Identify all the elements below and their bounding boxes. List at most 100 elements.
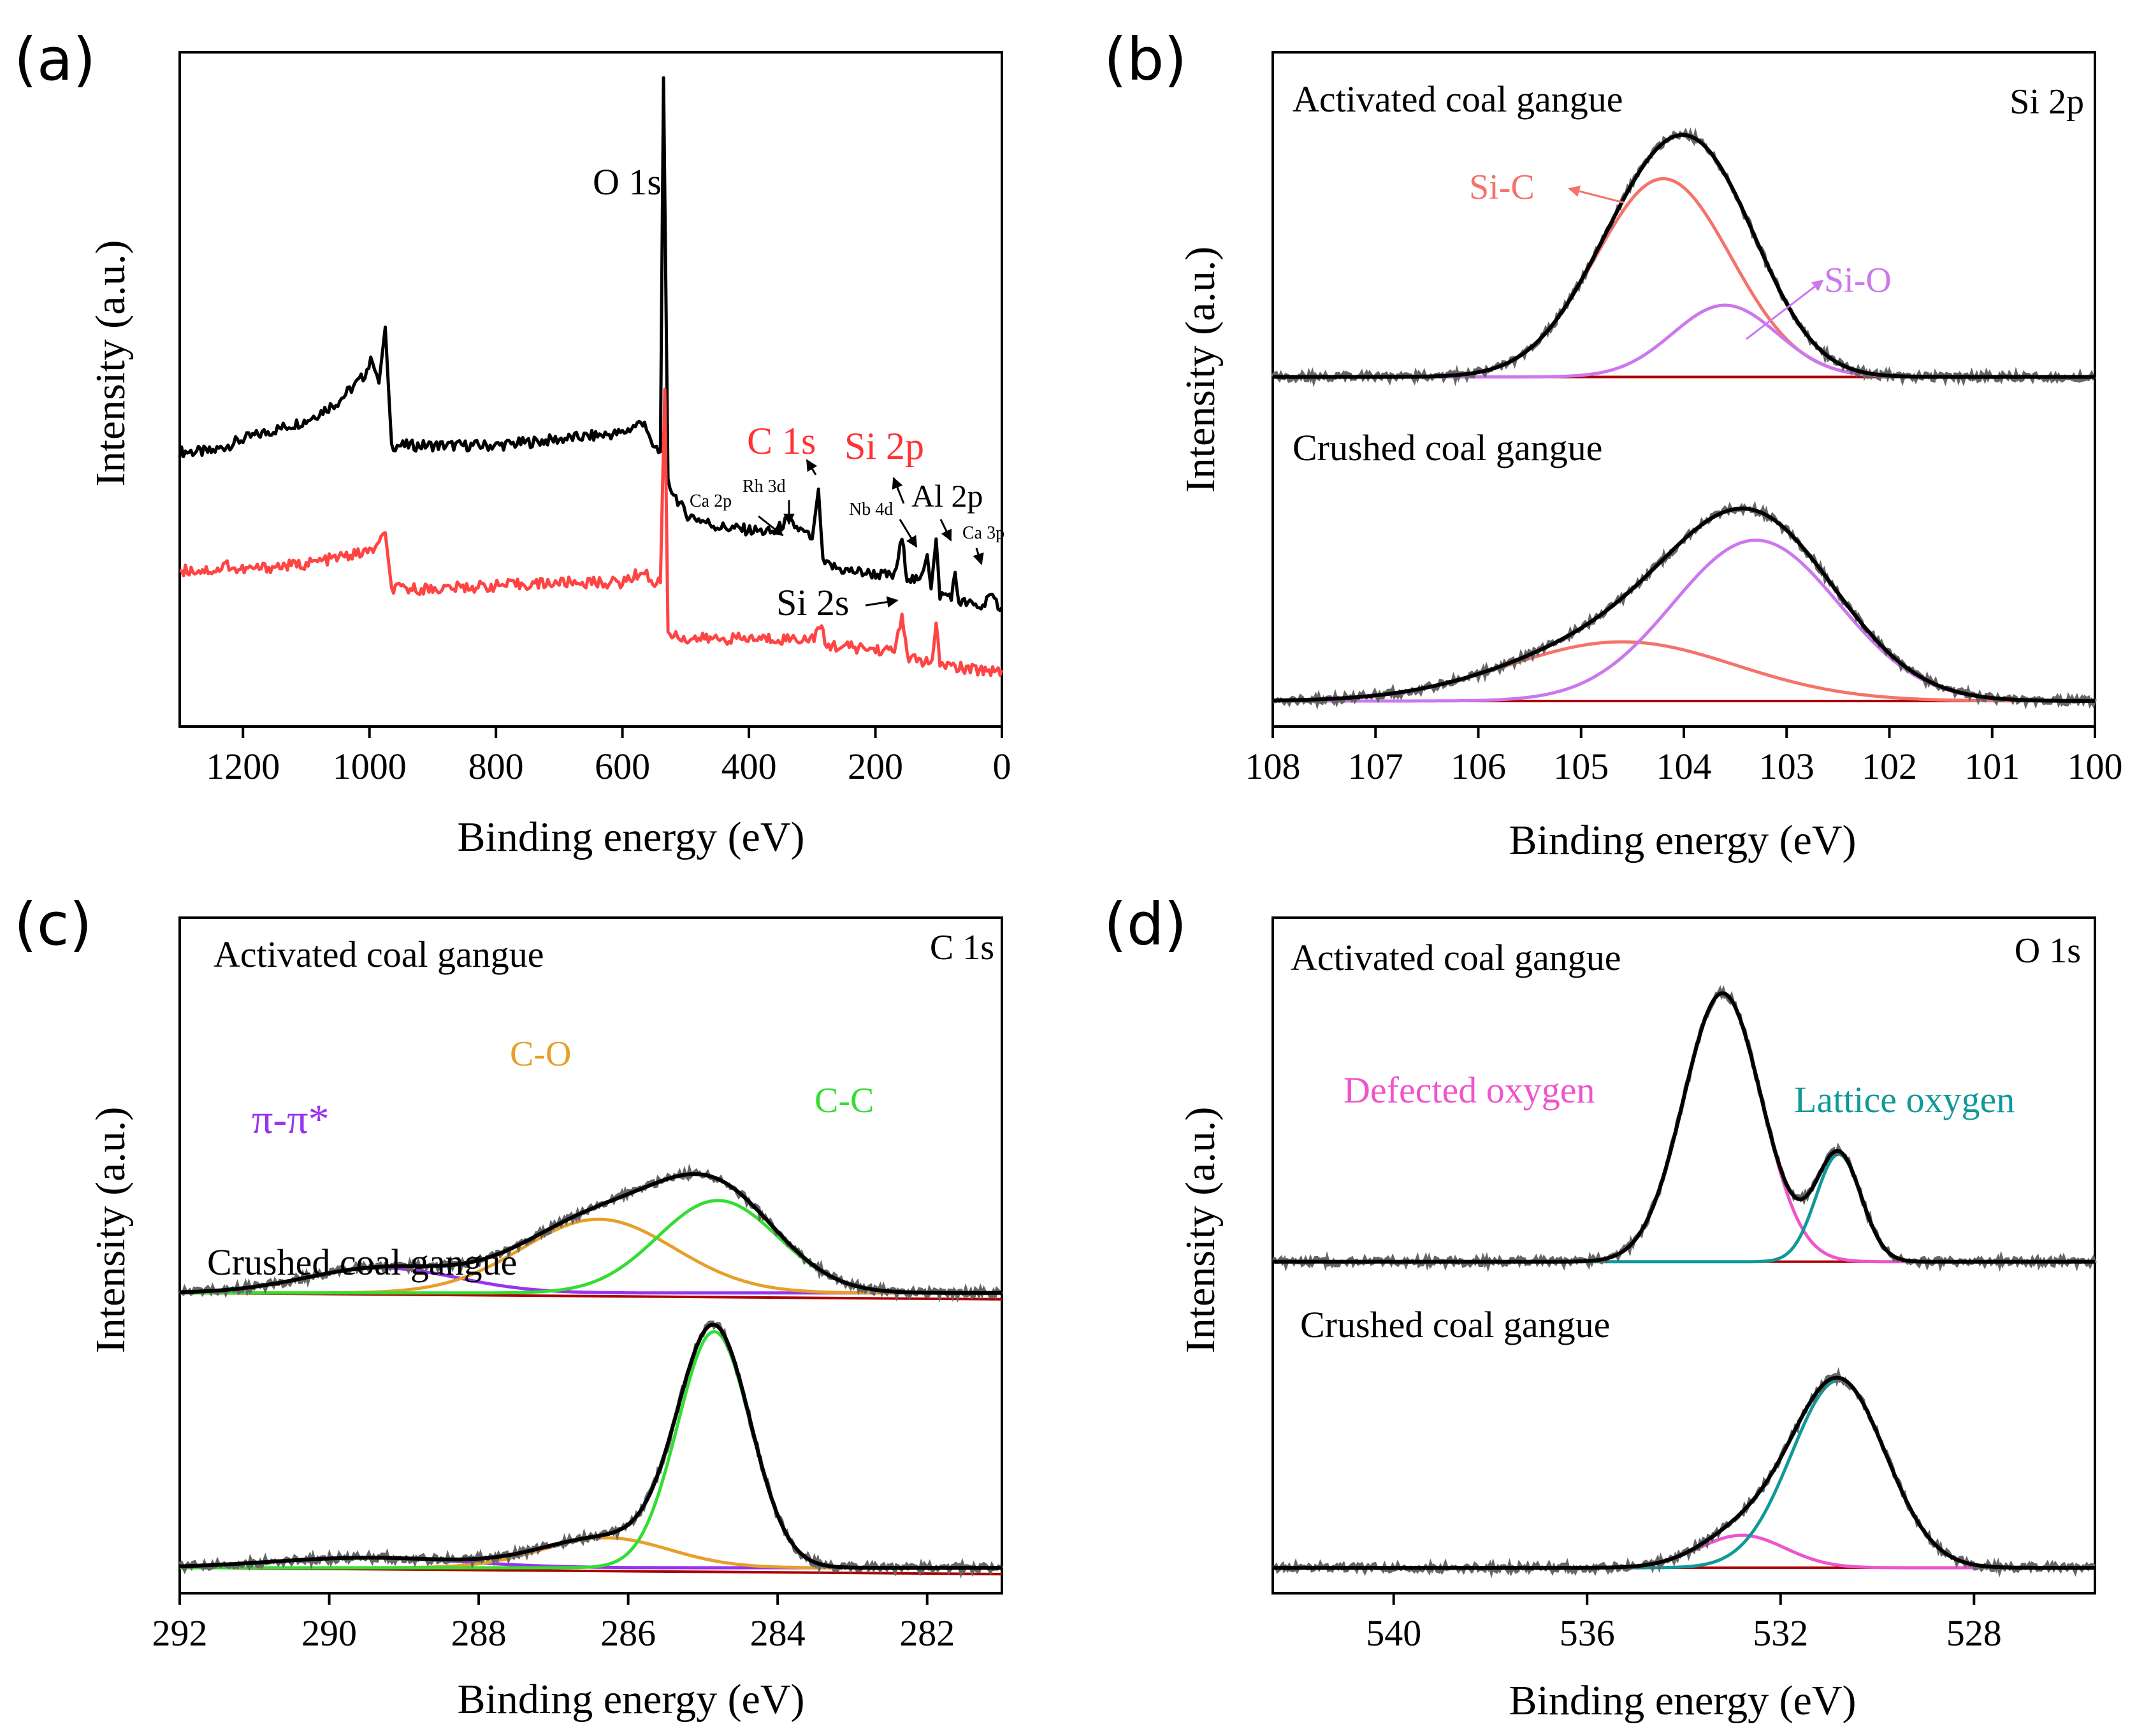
label-o1s: O 1s: [593, 161, 662, 203]
panel-title-c: C 1s: [930, 928, 994, 967]
raw-data-d-1: [1272, 1367, 2096, 1579]
panel-letter-d: (d): [1104, 890, 1187, 958]
plot-area-c: 292 290 288 286 284 282: [152, 916, 1004, 1654]
x-tick-label-a: 1000: [333, 746, 407, 787]
axes-frame-d: [1271, 916, 2096, 1595]
component-b-0-1: [1273, 303, 2095, 379]
component-b-1-1: [1273, 539, 2095, 703]
x-tick-label-c: 284: [750, 1612, 806, 1654]
group-label-c-activated: Activated coal gangue: [214, 934, 544, 975]
group-label-c-crushed: Crushed coal gangue: [207, 1241, 517, 1283]
x-tick-label-b: 107: [1348, 746, 1403, 787]
component-d-0-1: [1273, 1152, 2095, 1264]
chart-d: 540 536 532 528 Binding energy (eV) Intensi…: [1177, 916, 2097, 1724]
group-label-d-activated: Activated coal gangue: [1291, 937, 1621, 978]
x-tick-label-c: 288: [451, 1612, 507, 1654]
y-axis-title-c: Intensity (a.u.): [87, 1107, 134, 1354]
y-axis-title-a: Intensity (a.u.): [87, 240, 134, 487]
label-si2p: Si 2p: [844, 425, 924, 467]
axes-frame-c: [178, 916, 1003, 1595]
x-tick-label-c: 292: [152, 1612, 208, 1654]
x-tick-label-a: 600: [595, 746, 650, 787]
label-c1s: C 1s: [747, 420, 816, 462]
envelope-c-1: [179, 1322, 1002, 1570]
axes-frame-a: [178, 51, 1003, 728]
component-d-1-1: [1273, 1378, 2095, 1570]
label-al2p: Al 2p: [911, 478, 983, 514]
label-c-o: C-O: [510, 1034, 571, 1074]
series-line-a-0: [178, 76, 1004, 612]
group-label-d-crushed: Crushed coal gangue: [1300, 1304, 1610, 1345]
x-tick-label-d: 540: [1366, 1612, 1421, 1654]
annotation-arrows-a: [758, 459, 984, 608]
axes-frame-b: [1271, 51, 2096, 728]
envelope-d-0: [1273, 991, 2095, 1264]
x-tick-label-a: 1200: [206, 746, 280, 787]
label-c-c: C-C: [815, 1081, 874, 1120]
x-axis-title-d: Binding energy (eV): [1509, 1677, 1857, 1724]
envelope-d-1: [1273, 1375, 2095, 1570]
x-tick-label-b: 105: [1553, 746, 1609, 787]
x-tick-label-a: 200: [848, 746, 903, 787]
panel-letter-b: (b): [1104, 25, 1187, 94]
panel-letter-a: (a): [14, 25, 96, 94]
arrow-si2s: [865, 596, 899, 608]
raw-data-c-1: [178, 1320, 1004, 1579]
x-axis-title-a: Binding energy (eV): [458, 814, 805, 860]
label-si2s: Si 2s: [776, 582, 849, 623]
arrow-al2p: [939, 519, 952, 542]
envelope-b-1: [1273, 506, 2095, 703]
arrow-c1s: [806, 459, 818, 475]
label-rh3d: Rh 3d: [743, 477, 786, 496]
raw-data-b-0: [1271, 127, 2096, 387]
plot-area-d: 540 536 532 528: [1271, 916, 2097, 1654]
plot-area-b: 108 107 106 105 104 103 102 101 100: [1245, 51, 2123, 787]
x-tick-label-a: 0: [993, 746, 1011, 787]
x-tick-label-a: 400: [721, 746, 777, 787]
plot-area-a: 1200 1000 800 600 400 200 0: [178, 51, 1011, 787]
y-axis-title-d: Intensity (a.u.): [1177, 1107, 1224, 1354]
component-b-0-0: [1273, 177, 2095, 379]
component-d-0-0: [1273, 992, 2095, 1264]
arrow-nb4d: [899, 519, 918, 548]
arrow-si-o: [1746, 279, 1824, 340]
label-si-c: Si-C: [1469, 168, 1535, 207]
x-tick-label-b: 106: [1451, 746, 1506, 787]
x-tick-label-c: 290: [301, 1612, 357, 1654]
envelope-b-0: [1273, 133, 2095, 379]
x-tick-label-c: 286: [600, 1612, 656, 1654]
arrow-ca2p: [758, 515, 784, 537]
x-tick-label-b: 102: [1862, 746, 1917, 787]
x-axis-title-b: Binding energy (eV): [1509, 817, 1857, 864]
label-lattice-oxygen: Lattice oxygen: [1794, 1079, 2015, 1120]
x-tick-label-b: 100: [2068, 746, 2123, 787]
panel-title-d: O 1s: [2015, 931, 2081, 971]
arrow-ca3p: [973, 547, 984, 565]
x-tick-label-d: 528: [1946, 1612, 2002, 1654]
x-tick-label-c: 282: [899, 1612, 955, 1654]
arrow-si-c: [1568, 185, 1625, 204]
x-tick-label-b: 104: [1656, 746, 1712, 787]
envelope-c-0: [180, 1172, 1002, 1295]
label-si-o: Si-O: [1824, 261, 1892, 300]
arrow-si2p: [892, 477, 905, 504]
y-axis-title-b: Intensity (a.u.): [1177, 247, 1224, 493]
group-label-b-crushed: Crushed coal gangue: [1293, 427, 1602, 468]
label-ca3p: Ca 3p: [962, 523, 1004, 543]
group-label-b-activated: Activated coal gangue: [1293, 78, 1623, 120]
x-tick-label-a: 800: [468, 746, 524, 787]
x-tick-label-b: 108: [1245, 746, 1301, 787]
panel-letter-c: (c): [14, 890, 92, 958]
raw-data-b-1: [1272, 500, 2097, 711]
x-tick-label-b: 101: [1964, 746, 2020, 787]
raw-data-d-0: [1272, 985, 2097, 1273]
x-tick-label-d: 536: [1560, 1612, 1615, 1654]
chart-c: 292 290 288 286 284 282 Binding energy (eV) I…: [87, 916, 1004, 1723]
label-defected-oxygen: Defected oxygen: [1344, 1069, 1595, 1111]
series-line-a-1: [179, 387, 1004, 677]
label-ca2p: Ca 2p: [690, 491, 732, 511]
label-nb4d: Nb 4d: [849, 500, 893, 519]
label-pi-pi: π-π*: [252, 1096, 330, 1143]
x-tick-label-d: 532: [1753, 1612, 1808, 1654]
